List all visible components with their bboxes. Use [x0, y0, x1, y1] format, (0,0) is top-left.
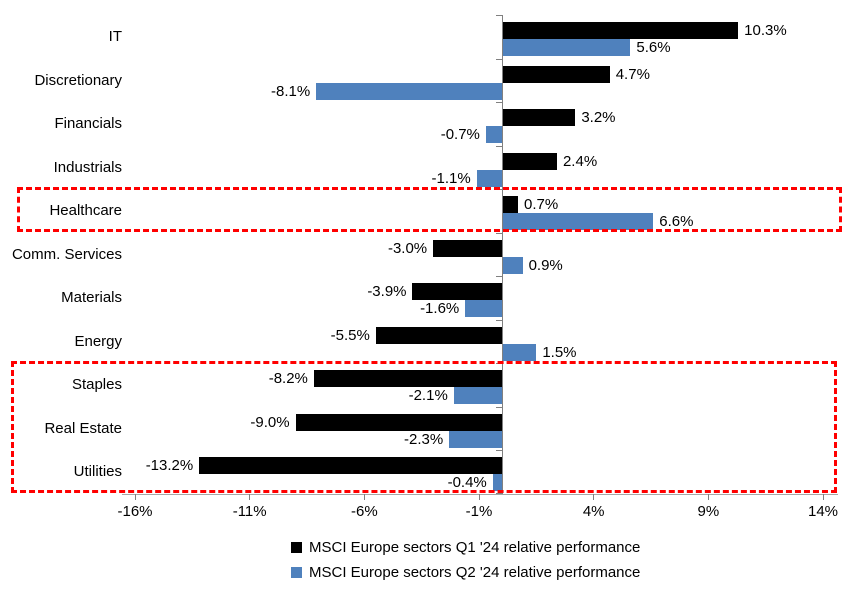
category-label-discretionary: Discretionary [34, 71, 122, 89]
legend-swatch-q2-icon [291, 567, 302, 578]
bar-q2-materials [465, 300, 502, 318]
legend: MSCI Europe sectors Q1 '24 relative perf… [291, 537, 640, 583]
legend-swatch-q1-icon [291, 542, 302, 553]
category-tick [495, 145, 502, 147]
x-tick-6 [363, 494, 365, 500]
bar-q2-discretionary [316, 82, 502, 100]
category-tick [495, 406, 502, 408]
category-label-staples: Staples [71, 376, 122, 394]
bar-q2-healthcare [501, 213, 654, 231]
value-label-q1-industrials: 2.4% [562, 152, 598, 170]
x-tick-label-14: 14% [807, 503, 839, 520]
value-label-q2-discretionary: -8.1% [271, 82, 311, 100]
bar-q1-materials [412, 283, 502, 301]
value-label-q1-materials: -3.9% [367, 283, 407, 301]
category-tick [495, 493, 502, 494]
legend-item-q1: MSCI Europe sectors Q1 '24 relative perf… [291, 537, 640, 558]
value-label-q1-comm-services: -3.0% [387, 239, 428, 257]
legend-label-q1: MSCI Europe sectors Q1 '24 relative perf… [309, 539, 641, 556]
value-label-q1-it: 10.3% [744, 22, 787, 39]
x-axis: -16% -11% -6% -1% 4% 9% 14% [117, 494, 838, 534]
value-label-q1-discretionary: 4.7% [615, 65, 650, 83]
category-label-comm-services: Comm. Services [11, 245, 122, 263]
value-label-q2-real-estate: -2.3% [404, 430, 444, 448]
value-label-q1-real-estate: -9.0% [250, 413, 290, 431]
value-label-q2-energy: 1.5% [542, 343, 577, 361]
x-tick-14 [822, 494, 824, 500]
category-tick [495, 102, 502, 104]
bar-q2-energy [501, 343, 537, 361]
legend-item-q2: MSCI Europe sectors Q2 '24 relative perf… [291, 562, 640, 583]
x-tick-11 [249, 494, 251, 500]
bar-q1-utilities [199, 457, 502, 475]
bar-q2-it [501, 39, 631, 56]
bar-q1-healthcare [501, 196, 518, 214]
value-label-q2-it: 5.6% [636, 39, 671, 56]
category-label-utilities: Utilities [73, 463, 122, 481]
category-label-real-estate: Real Estate [44, 419, 122, 437]
category-tick [495, 15, 502, 16]
value-label-q2-staples: -2.1% [408, 387, 448, 405]
bar-q2-industrials [476, 169, 502, 187]
category-tick [495, 232, 502, 234]
x-tick-label-9: 9% [697, 503, 720, 520]
category-label-energy: Energy [74, 332, 122, 350]
value-label-q1-utilities: -13.2% [145, 457, 194, 475]
category-label-financials: Financials [54, 115, 122, 133]
bar-q2-utilities [492, 474, 502, 492]
category-tick [495, 450, 502, 452]
bar-q1-industrials [501, 152, 557, 170]
x-tick-16 [134, 494, 136, 500]
bar-q2-financials [485, 126, 502, 144]
x-tick-9 [707, 494, 709, 500]
category-tick [495, 363, 502, 365]
value-label-q2-utilities: -0.4% [447, 474, 487, 492]
x-tick-4 [593, 494, 595, 500]
value-label-q2-healthcare: 6.6% [659, 213, 694, 231]
plot-area: 10.3% 4.7% 3.2% 2.4% 0.7% -3.0% -3.9% -5.5% -8.2… [135, 15, 823, 494]
bar-q1-real-estate [295, 413, 502, 431]
bar-q2-staples [453, 387, 502, 405]
category-tick [495, 189, 502, 191]
category-label-it: IT [108, 28, 122, 45]
value-label-q1-energy: -5.5% [330, 326, 370, 344]
bar-q1-energy [375, 326, 502, 344]
value-label-q1-healthcare: 0.7% [523, 196, 559, 214]
value-label-q2-comm-services: 0.9% [528, 256, 563, 274]
bar-q1-discretionary [501, 65, 610, 83]
zero-baseline [501, 15, 503, 494]
bar-q1-staples [313, 370, 502, 388]
category-tick [495, 276, 502, 278]
category-tick [495, 319, 502, 321]
x-tick-1 [478, 494, 480, 500]
category-label-materials: Materials [61, 289, 122, 307]
x-tick-label-1: -1% [465, 503, 493, 520]
value-label-q2-materials: -1.6% [420, 300, 460, 318]
value-label-q2-industrials: -1.1% [431, 169, 471, 187]
x-tick-label-4: 4% [582, 503, 605, 520]
bar-q1-financials [501, 109, 576, 127]
value-label-q1-financials: 3.2% [581, 109, 616, 127]
category-label-industrials: Industrials [53, 158, 122, 176]
category-label-healthcare: Healthcare [49, 202, 122, 220]
value-label-q1-staples: -8.2% [268, 370, 308, 388]
bar-q2-comm-services [501, 256, 523, 274]
x-tick-label-16: -16% [117, 503, 153, 520]
x-tick-label-6: -6% [350, 503, 378, 520]
value-label-q2-financials: -0.7% [440, 126, 480, 144]
bar-q1-it [501, 22, 739, 39]
x-tick-label-11: -11% [232, 503, 267, 520]
bar-q2-real-estate [449, 430, 502, 448]
bar-q1-comm-services [433, 239, 502, 257]
legend-label-q2: MSCI Europe sectors Q2 '24 relative perf… [309, 564, 641, 581]
x-axis-line [122, 494, 838, 495]
category-tick [495, 58, 502, 60]
